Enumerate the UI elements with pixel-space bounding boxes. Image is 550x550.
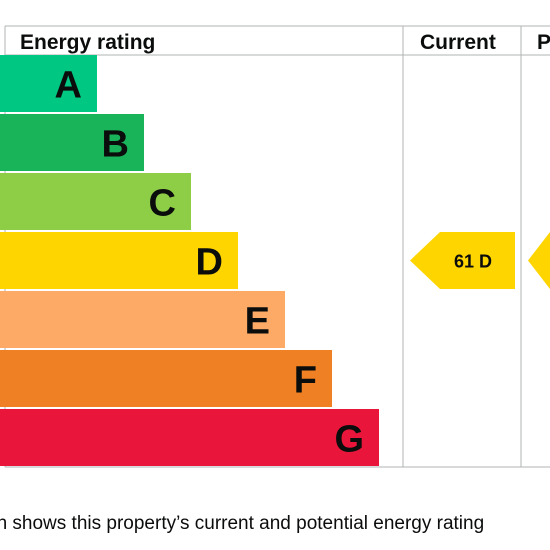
band-bar-c xyxy=(0,173,191,230)
band-letter-a: A xyxy=(55,65,82,107)
current-rating-arrow xyxy=(410,232,515,289)
band-letter-d: D xyxy=(196,242,223,284)
band-bar-e xyxy=(0,291,285,348)
potential-rating-arrow xyxy=(528,232,550,289)
band-letter-f: F xyxy=(294,360,317,402)
band-bar-a xyxy=(0,55,97,112)
potential-rating-pointer xyxy=(528,232,550,289)
band-letter-b: B xyxy=(102,124,129,166)
current-rating-label: 61 D xyxy=(454,252,492,272)
band-bar-g xyxy=(0,409,379,466)
header-current: Current xyxy=(420,31,496,54)
band-letter-g: G xyxy=(334,419,364,461)
header-energy-rating: Energy rating xyxy=(20,31,155,54)
band-letter-c: C xyxy=(149,183,176,225)
header-potential: P xyxy=(537,31,550,54)
chart-caption: ph shows this property’s current and pot… xyxy=(0,513,485,534)
band-bar-f xyxy=(0,350,332,407)
band-bar-b xyxy=(0,114,144,171)
band-letter-e: E xyxy=(245,301,270,343)
current-rating-pointer: 61 D xyxy=(410,232,515,289)
band-bar-d xyxy=(0,232,238,289)
